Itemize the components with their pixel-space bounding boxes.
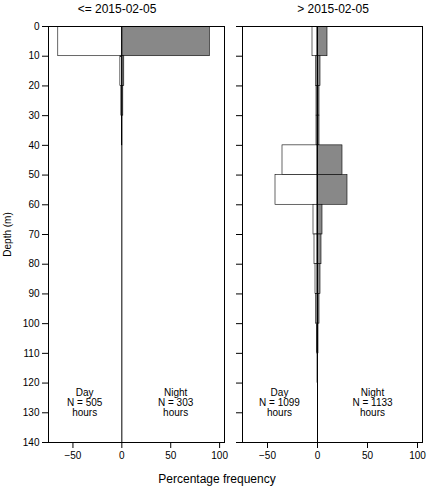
- svg-text:DayN = 1099hours: DayN = 1099hours: [259, 387, 300, 418]
- svg-text:140: 140: [23, 437, 40, 448]
- svg-text:110: 110: [24, 348, 40, 359]
- svg-text:130: 130: [23, 407, 40, 418]
- svg-text:80: 80: [28, 258, 40, 269]
- svg-text:NightN = 1133hours: NightN = 1133hours: [352, 387, 393, 418]
- svg-text:0: 0: [119, 450, 125, 461]
- svg-text:−50: −50: [259, 450, 276, 461]
- html-text:> 2015-02-05: > 2015-02-05: [297, 2, 369, 16]
- svg-text:DayN = 505hours: DayN = 505hours: [67, 387, 103, 418]
- svg-text:−50: −50: [64, 450, 81, 461]
- svg-text:50: 50: [362, 450, 374, 461]
- svg-text:20: 20: [28, 80, 40, 91]
- svg-text:100: 100: [211, 450, 228, 461]
- svg-text:90: 90: [28, 288, 40, 299]
- svg-text:50: 50: [28, 169, 40, 180]
- svg-text:40: 40: [28, 140, 40, 151]
- svg-text:100: 100: [23, 318, 40, 329]
- svg-text:30: 30: [28, 110, 40, 121]
- svg-text:120: 120: [23, 377, 40, 388]
- svg-text:0: 0: [315, 450, 321, 461]
- svg-text:70: 70: [28, 229, 40, 240]
- svg-text:50: 50: [165, 450, 177, 461]
- svg-text:Depth (m): Depth (m): [2, 212, 13, 256]
- svg-text:60: 60: [28, 199, 40, 210]
- svg-text:100: 100: [409, 450, 426, 461]
- html-text:<= 2015-02-05: <= 2015-02-05: [77, 2, 157, 16]
- svg-text:NightN = 303hours: NightN = 303hours: [158, 387, 194, 418]
- html-text:Percentage frequency: Percentage frequency: [158, 472, 276, 486]
- svg-text:10: 10: [28, 50, 40, 61]
- svg-text:0: 0: [34, 21, 40, 32]
